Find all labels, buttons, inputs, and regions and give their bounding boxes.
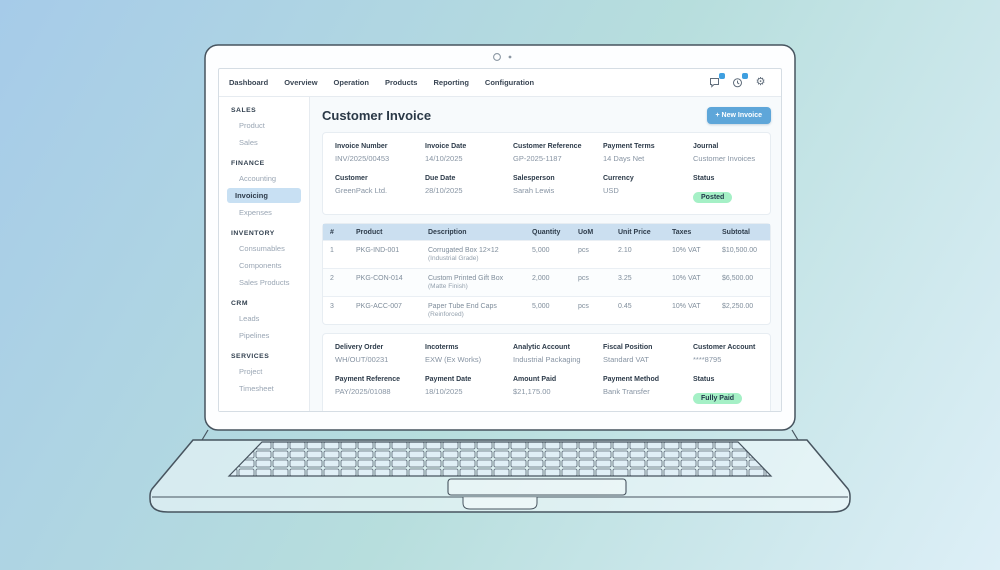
main-content: Customer Invoice + New Invoice Invoice N… — [310, 97, 781, 411]
delivery-payment-card: Delivery Order WH/OUT/00231 Incoterms EXW … — [322, 333, 771, 411]
sidebar-item-consumables[interactable]: Consumables — [239, 244, 285, 253]
nav-reporting[interactable]: Reporting — [433, 78, 469, 87]
table-row[interactable]: 2 PKG-CON-014 Custom Printed Gift Box (Ma… — [323, 268, 770, 296]
field-journal: Journal Customer Invoices — [693, 143, 756, 163]
table-row[interactable]: 3 PKG-ACC-007 Paper Tube End Caps (Reinfo… — [323, 296, 770, 324]
history-clock-icon[interactable] — [731, 73, 748, 89]
camera-icon — [493, 53, 501, 61]
nav-configuration[interactable]: Configuration — [484, 78, 535, 87]
field-incoterms: Incoterms EXW (Ex Works) — [425, 344, 482, 364]
field-invoice-date: Invoice Date 14/10/2025 — [425, 143, 467, 163]
sidebar-item-components[interactable]: Components — [239, 261, 282, 270]
sidebar-item-pipelines[interactable]: Pipelines — [239, 331, 270, 340]
status-badge-posted: Posted — [693, 192, 733, 203]
sidebar-item-sales[interactable]: Sales — [239, 138, 258, 147]
invoice-info-card: Invoice Number INV/2025/00453 Invoice Dat… — [322, 132, 771, 215]
field-fiscal-position: Fiscal Position Standard VAT — [603, 344, 653, 364]
history-badge — [742, 73, 748, 79]
sidebar-section-finance: FINANCE — [231, 160, 265, 167]
field-amount-paid: Amount Paid $21,175.00 — [513, 376, 557, 396]
gear-icon[interactable]: ⚙ — [755, 76, 766, 88]
sidebar-section-inventory: INVENTORY — [231, 230, 275, 237]
new-invoice-button[interactable]: + New Invoice — [706, 107, 771, 124]
table-header-row: # Product Description Quantity UoM Unit … — [323, 224, 770, 240]
nav-dashboard[interactable]: Dashboard — [229, 78, 269, 87]
field-salesperson: Salesperson Sarah Lewis — [513, 175, 555, 195]
field-customer: Customer GreenPack Ltd. — [335, 175, 388, 195]
sidebar-item-sales-products[interactable]: Sales Products — [239, 278, 290, 287]
message-badge — [719, 73, 725, 79]
status-badge-fully-paid: Fully Paid — [693, 393, 743, 404]
field-customer-account: Customer Account ****8795 — [693, 344, 756, 364]
top-navbar: Dashboard Overview Operation Products Re… — [219, 69, 781, 97]
sidebar-item-expenses[interactable]: Expenses — [239, 208, 272, 217]
sidebar-section-crm: CRM — [231, 300, 248, 307]
field-customer-reference: Customer Reference GP-2025-1187 — [513, 143, 582, 163]
page-title: Customer Invoice — [322, 108, 432, 123]
keyboard — [227, 441, 773, 477]
field-analytic-account: Analytic Account Industrial Packaging — [513, 344, 581, 364]
field-invoice-number: Invoice Number INV/2025/00453 — [335, 143, 390, 163]
sidebar-item-product[interactable]: Product — [239, 121, 265, 130]
field-payment-status: Status Fully Paid — [693, 376, 758, 405]
trackpad — [447, 478, 627, 496]
invoice-lines-table: # Product Description Quantity UoM Unit … — [322, 223, 771, 325]
field-due-date: Due Date 28/10/2025 — [425, 175, 463, 195]
app-window: Dashboard Overview Operation Products Re… — [218, 68, 782, 412]
field-status: Status Posted — [693, 175, 758, 204]
table-row[interactable]: 1 PKG-IND-001 Corrugated Box 12×12 (Indus… — [323, 240, 770, 268]
sidebar-item-accounting[interactable]: Accounting — [239, 174, 277, 183]
nav-overview[interactable]: Overview — [284, 78, 318, 87]
field-payment-date: Payment Date 18/10/2025 — [425, 376, 472, 396]
nav-operation[interactable]: Operation — [333, 78, 369, 87]
field-payment-reference: Payment Reference PAY/2025/01088 — [335, 376, 400, 396]
message-icon[interactable] — [708, 73, 725, 89]
field-currency: Currency USD — [603, 175, 634, 195]
field-payment-method: Payment Method Bank Transfer — [603, 376, 660, 396]
sidebar-item-invoicing[interactable]: Invoicing — [227, 188, 301, 203]
sidebar-section-sales: SALES — [231, 107, 257, 114]
sidebar: SALES Product Sales FINANCE Accounting I… — [219, 97, 310, 411]
sidebar-item-timesheet[interactable]: Timesheet — [239, 384, 274, 393]
sidebar-item-leads[interactable]: Leads — [239, 314, 260, 323]
field-payment-terms: Payment Terms 14 Days Net — [603, 143, 655, 163]
sidebar-section-services: SERVICES — [231, 353, 270, 360]
nav-products[interactable]: Products — [384, 78, 418, 87]
field-delivery-order: Delivery Order WH/OUT/00231 — [335, 344, 389, 364]
sidebar-item-project[interactable]: Project — [239, 367, 263, 376]
